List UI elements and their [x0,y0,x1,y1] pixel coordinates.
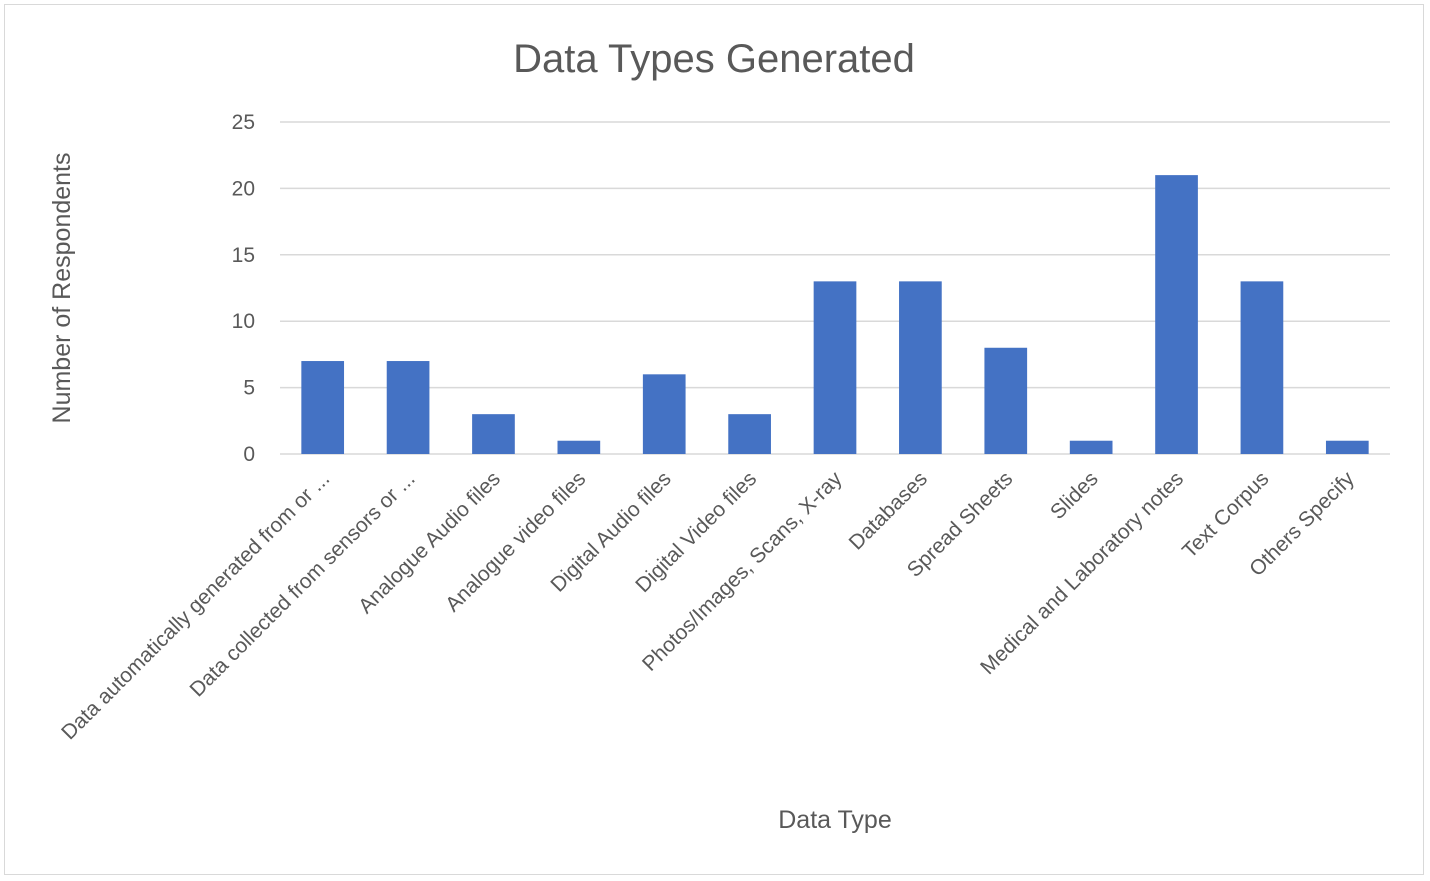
category-label: Slides [1046,467,1103,524]
category-label: Analogue video files [441,467,590,616]
bar [1155,175,1198,454]
bar [813,281,857,454]
bar [1325,440,1369,454]
y-tick-label: 0 [243,443,255,466]
chart-title: Data Types Generated [513,37,915,81]
category-label: Databases [845,467,932,554]
bar [984,347,1028,454]
bars [301,175,1369,454]
bar [642,374,686,454]
bar [472,414,515,454]
category-label: Text Corpus [1178,467,1273,562]
bar [386,361,430,454]
bar [728,414,771,454]
y-tick-label: 25 [232,111,255,134]
category-label: Analogue Audio files [354,467,505,618]
gridlines [280,121,1390,455]
x-axis-title: Data Type [778,806,892,834]
bar [1069,440,1113,454]
y-tick-label: 20 [232,177,255,200]
bar [301,361,345,454]
y-tick-label: 15 [232,244,255,267]
bar [557,440,601,454]
y-tick-label: 5 [243,377,255,400]
bar [1240,281,1284,454]
y-tick-label: 10 [232,310,255,333]
y-tick-labels: 0 5 10 15 20 25 [232,111,255,466]
category-labels: Data automatically generated from or ...… [57,467,1359,744]
y-axis-title: Number of Respondents [48,153,76,424]
bar [899,281,942,454]
